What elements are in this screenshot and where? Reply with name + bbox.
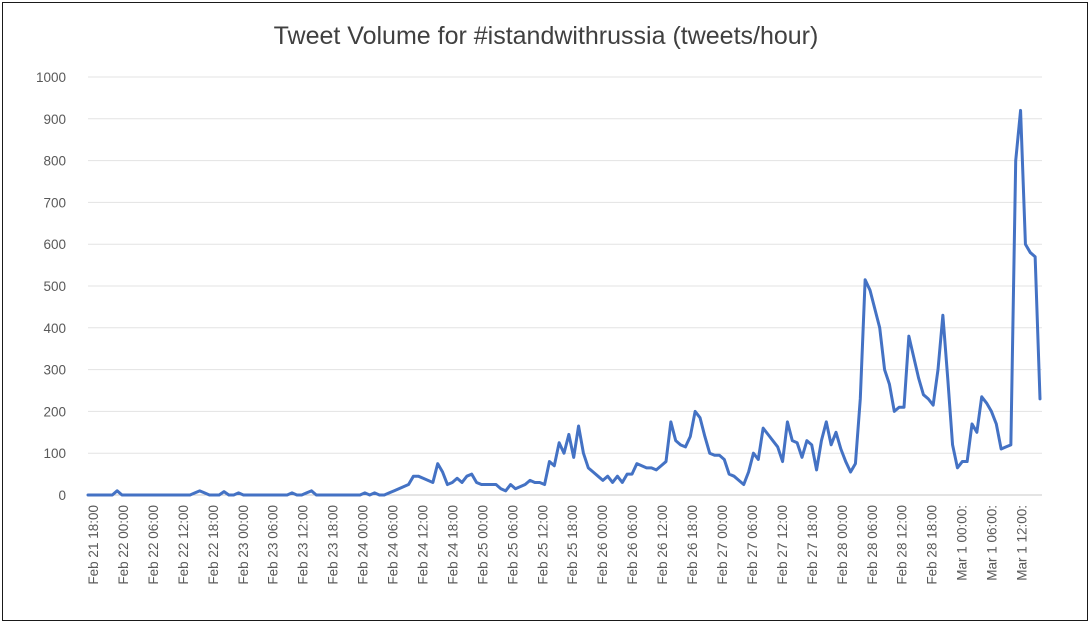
chart-title: Tweet Volume for #istandwithrussia (twee… — [273, 22, 819, 50]
y-tick-label: 600 — [43, 237, 66, 252]
x-tick-label: Feb 24 00:00 — [356, 505, 371, 585]
x-tick-label: Feb 21 18:00 — [86, 505, 101, 585]
y-tick-label: 900 — [43, 112, 66, 127]
y-tick-label: 800 — [43, 154, 66, 169]
y-tick-label: 500 — [43, 279, 66, 294]
x-tick-label: Feb 25 12:00 — [535, 505, 550, 585]
x-tick-label: Feb 28 18:00 — [925, 505, 940, 585]
x-tick-label: Feb 22 06:00 — [146, 505, 161, 585]
x-tick-label: Feb 23 12:00 — [296, 505, 311, 585]
x-tick-label: Feb 24 12:00 — [415, 505, 430, 585]
x-tick-label: Feb 27 06:00 — [745, 505, 760, 585]
x-tick-label: Feb 27 00:00 — [715, 505, 730, 585]
x-tick-label: Feb 22 00:00 — [116, 505, 131, 585]
y-tick-label: 700 — [43, 195, 66, 210]
x-tick-label: Feb 22 12:00 — [176, 505, 191, 585]
y-tick-label: 100 — [43, 446, 66, 461]
y-tick-label: 0 — [58, 488, 66, 503]
series-line — [86, 108, 1042, 497]
y-axis-tick-labels: 0 100 200 300 400 500 600 700 800 900 1000 — [36, 70, 66, 503]
x-tick-label: Feb 26 12:00 — [655, 505, 670, 585]
x-tick-label: Feb 28 12:00 — [895, 505, 910, 585]
x-tick-label: Feb 28 00:00 — [835, 505, 850, 585]
x-tick-label: Mar 1 06:00: — [985, 505, 1000, 581]
x-tick-label: Feb 24 18:00 — [445, 505, 460, 585]
gridlines — [88, 76, 1042, 496]
x-tick-label: Feb 23 18:00 — [326, 505, 341, 585]
x-tick-label: Feb 24 06:00 — [386, 505, 401, 585]
x-tick-label: Feb 26 00:00 — [595, 505, 610, 585]
x-tick-label: Mar 1 00:00: — [955, 505, 970, 581]
x-tick-label: Feb 23 06:00 — [266, 505, 281, 585]
y-tick-label: 1000 — [36, 70, 66, 85]
y-tick-label: 400 — [43, 321, 66, 336]
x-tick-label: Feb 23 00:00 — [236, 505, 251, 585]
x-axis-tick-labels: Feb 21 18:00 Feb 22 00:00 Feb 22 06:00 Feb … — [86, 505, 1030, 585]
x-tick-label: Feb 27 12:00 — [775, 505, 790, 585]
x-tick-label: Feb 25 06:00 — [505, 505, 520, 585]
x-tick-label: Feb 25 00:00 — [475, 505, 490, 585]
x-tick-label: Feb 27 18:00 — [805, 505, 820, 585]
x-tick-label: Feb 28 06:00 — [865, 505, 880, 585]
x-tick-label: Feb 25 18:00 — [565, 505, 580, 585]
y-tick-label: 300 — [43, 363, 66, 378]
x-tick-label: Feb 26 06:00 — [625, 505, 640, 585]
y-tick-label: 200 — [43, 404, 66, 419]
plot-series — [86, 108, 1042, 497]
x-tick-label: Feb 22 18:00 — [206, 505, 221, 585]
x-tick-label: Feb 26 18:00 — [685, 505, 700, 585]
x-tick-label: Mar 1 12:00: — [1015, 505, 1030, 581]
